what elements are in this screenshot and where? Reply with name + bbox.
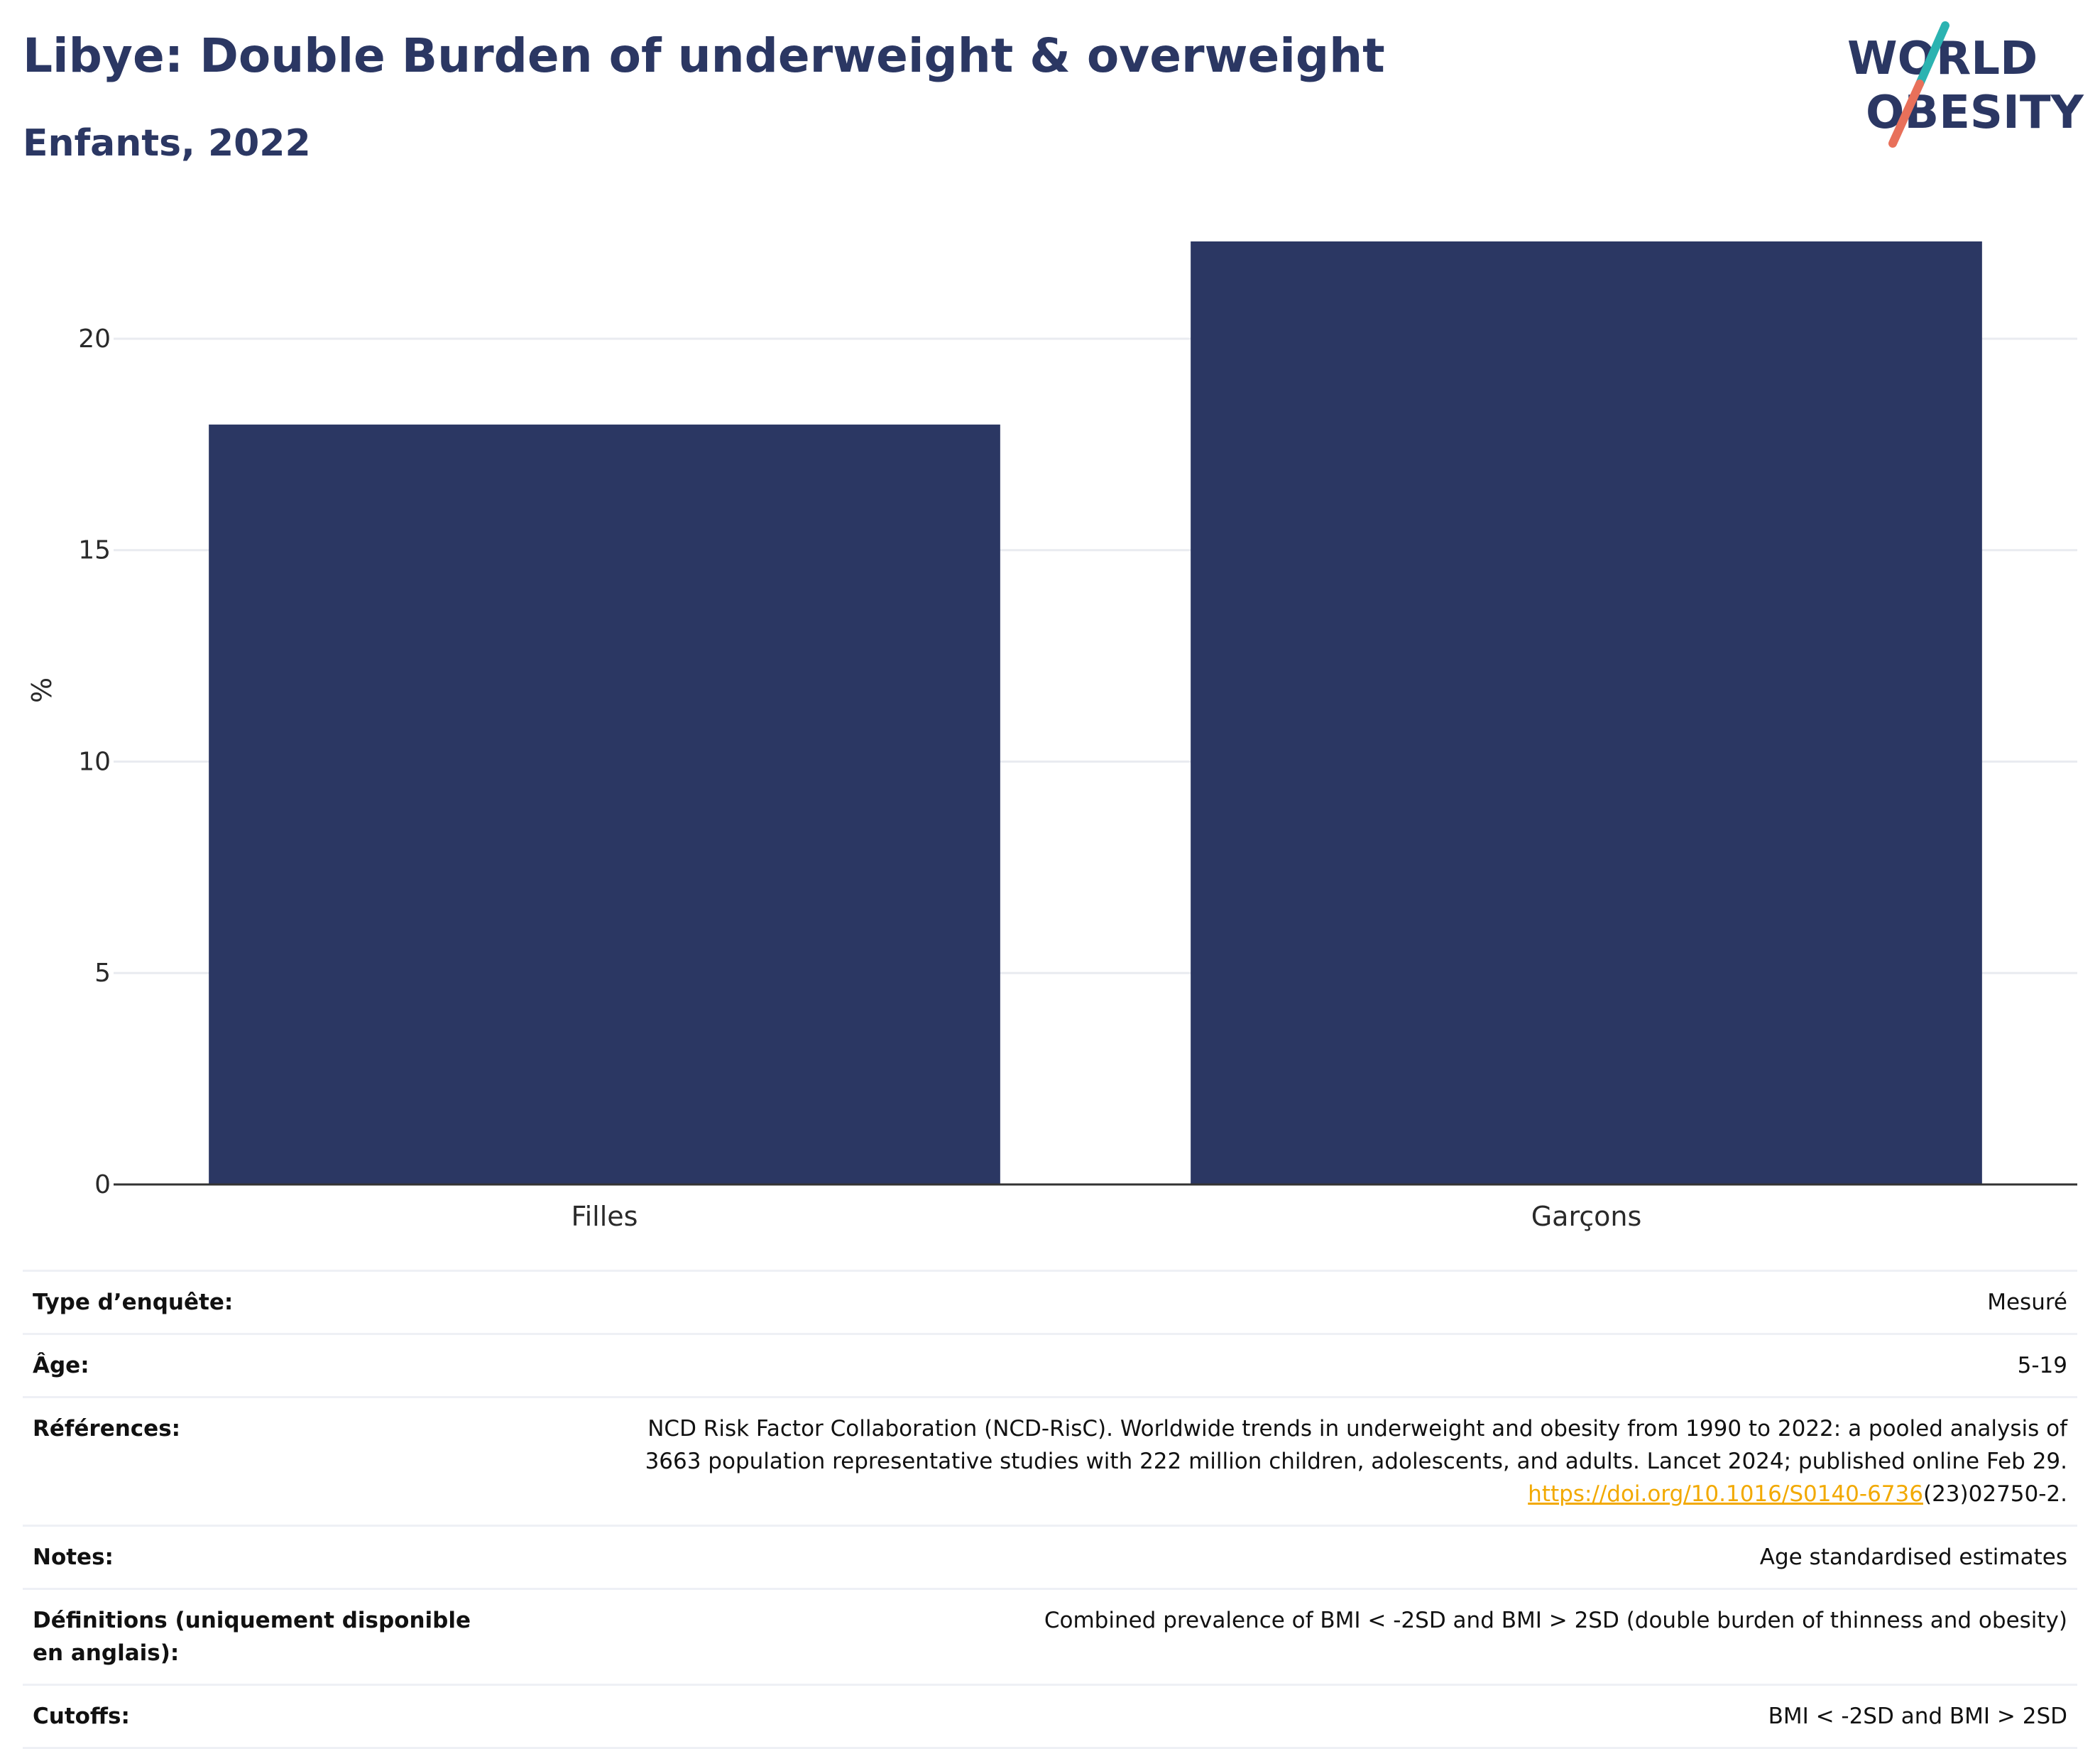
logo-slash-teal (1915, 21, 1949, 88)
info-table: Type d’enquête: Mesuré Âge: 5-19 Référen… (23, 1270, 2077, 1749)
references-line2: 3663 population representative studies w… (645, 1449, 2067, 1474)
chart-subtitle: Enfants, 2022 (23, 122, 311, 165)
info-row-age: Âge: 5-19 (23, 1333, 2077, 1397)
references-label: Références: (23, 1396, 511, 1526)
age-value: 5-19 (511, 1333, 2077, 1397)
logo-slash-coral (1888, 80, 1924, 148)
info-row-notes: Notes: Age standardised estimates (23, 1525, 2077, 1589)
axis-layer: 0 5 10 15 20 Filles Garçons (78, 325, 2077, 1232)
x-category-label: Garçons (1531, 1201, 1642, 1232)
y-tick-label: 15 (78, 536, 111, 565)
info-row-references: Références: NCD Risk Factor Collaboratio… (23, 1396, 2077, 1526)
info-row-definitions: Définitions (uniquement disponible en an… (23, 1588, 2077, 1685)
age-label: Âge: (23, 1333, 511, 1397)
y-tick-label: 0 (94, 1170, 111, 1199)
references-value: NCD Risk Factor Collaboration (NCD-RisC)… (511, 1396, 2077, 1526)
y-tick-label: 5 (94, 959, 111, 988)
y-tick-label: 20 (78, 325, 111, 354)
chart-title: Libye: Double Burden of underweight & ov… (23, 28, 1385, 83)
cutoffs-label: Cutoffs: (23, 1684, 511, 1749)
notes-label: Notes: (23, 1525, 511, 1589)
bar-garons (1191, 241, 1982, 1184)
world-obesity-logo: WORLD OBESITY (1847, 21, 2084, 148)
definitions-label: Définitions (uniquement disponible en an… (23, 1588, 511, 1685)
bar-filles (209, 424, 1000, 1184)
y-axis-label: % (26, 677, 58, 703)
info-row-cutoffs: Cutoffs: BMI < -2SD and BMI > 2SD (23, 1684, 2077, 1749)
notes-value: Age standardised estimates (511, 1525, 2077, 1589)
references-doi-link[interactable]: https://doi.org/10.1016/S0140-6736 (1528, 1481, 1923, 1507)
survey-type-value: Mesuré (511, 1270, 2077, 1334)
definitions-value: Combined prevalence of BMI < -2SD and BM… (511, 1588, 2077, 1685)
cutoffs-value: BMI < -2SD and BMI > 2SD (511, 1684, 2077, 1749)
x-category-label: Filles (572, 1201, 638, 1232)
info-row-survey-type: Type d’enquête: Mesuré (23, 1270, 2077, 1334)
survey-type-label: Type d’enquête: (23, 1270, 511, 1334)
y-tick-label: 10 (78, 747, 111, 776)
references-line1: NCD Risk Factor Collaboration (NCD-RisC)… (647, 1416, 2067, 1442)
references-link-suffix: (23)02750-2. (1923, 1481, 2067, 1507)
bar-chart: 0 5 10 15 20 Filles Garçons % (26, 241, 2077, 1232)
bars-layer (209, 241, 1982, 1184)
